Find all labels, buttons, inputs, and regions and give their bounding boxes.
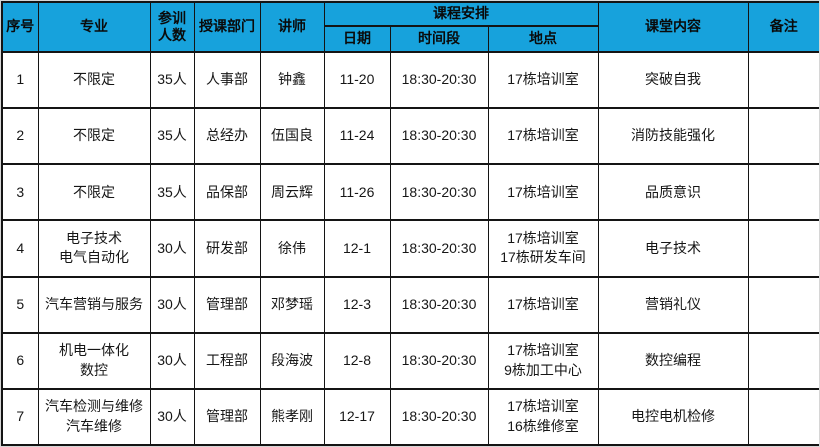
cell-content: 突破自我 xyxy=(597,50,749,110)
cell-major: 电子技术 电气自动化 xyxy=(37,219,151,278)
col-header-date: 日期 xyxy=(323,25,391,53)
col-header-serial: 序号 xyxy=(1,1,39,53)
cell-time: 18:30-20:30 xyxy=(389,163,489,222)
table-row: 5 汽车营销与服务 30人 管理部 邓梦瑶 12-3 18:30-20:30 1… xyxy=(1,275,819,334)
cell-remark xyxy=(747,331,819,390)
col-header-schedule-group: 课程安排 xyxy=(323,1,599,27)
col-header-dept: 授课部门 xyxy=(193,1,261,53)
cell-count: 30人 xyxy=(149,219,195,278)
col-header-content: 课堂内容 xyxy=(597,1,749,53)
cell-major: 汽车检测与维修 汽车维修 xyxy=(37,387,151,446)
cell-time: 18:30-20:30 xyxy=(389,219,489,278)
cell-dept: 工程部 xyxy=(193,331,261,390)
cell-lecturer: 熊孝刚 xyxy=(259,387,325,446)
cell-time: 18:30-20:30 xyxy=(389,107,489,166)
cell-date: 12-1 xyxy=(323,219,391,278)
cell-major: 机电一体化 数控 xyxy=(37,331,151,390)
cell-location: 17栋培训室 17栋研发车间 xyxy=(487,219,599,278)
cell-serial: 4 xyxy=(1,219,39,278)
cell-serial: 1 xyxy=(1,50,39,110)
cell-content: 电子技术 xyxy=(597,219,749,278)
cell-lecturer: 徐伟 xyxy=(259,219,325,278)
cell-dept: 研发部 xyxy=(193,219,261,278)
cell-time: 18:30-20:30 xyxy=(389,275,489,334)
col-header-remark: 备注 xyxy=(747,1,819,53)
table-row: 3 不限定 35人 品保部 周云辉 11-26 18:30-20:30 17栋培… xyxy=(1,163,819,222)
cell-remark xyxy=(747,163,819,222)
cell-major: 不限定 xyxy=(37,163,151,222)
cell-content: 消防技能强化 xyxy=(597,107,749,166)
cell-serial: 3 xyxy=(1,163,39,222)
cell-count: 35人 xyxy=(149,50,195,110)
cell-lecturer: 伍国良 xyxy=(259,107,325,166)
cell-dept: 人事部 xyxy=(193,50,261,110)
cell-serial: 7 xyxy=(1,387,39,446)
cell-location: 17栋培训室 xyxy=(487,50,599,110)
cell-dept: 管理部 xyxy=(193,275,261,334)
table-header: 序号 专业 参训人数 授课部门 讲师 课程安排 课堂内容 备注 日期 时间段 地… xyxy=(1,1,819,53)
cell-remark xyxy=(747,387,819,446)
cell-serial: 2 xyxy=(1,107,39,166)
cell-serial: 5 xyxy=(1,275,39,334)
col-header-time: 时间段 xyxy=(389,25,489,53)
cell-date: 12-8 xyxy=(323,331,391,390)
cell-date: 12-3 xyxy=(323,275,391,334)
cell-lecturer: 邓梦瑶 xyxy=(259,275,325,334)
cell-lecturer: 周云辉 xyxy=(259,163,325,222)
table-row: 1 不限定 35人 人事部 钟鑫 11-20 18:30-20:30 17栋培训… xyxy=(1,50,819,110)
cell-lecturer: 段海波 xyxy=(259,331,325,390)
cell-time: 18:30-20:30 xyxy=(389,50,489,110)
cell-location: 17栋培训室 xyxy=(487,163,599,222)
cell-remark xyxy=(747,107,819,166)
cell-location: 17栋培训室 xyxy=(487,107,599,166)
cell-count: 30人 xyxy=(149,387,195,446)
col-header-lecturer: 讲师 xyxy=(259,1,325,53)
col-header-count: 参训人数 xyxy=(149,1,195,53)
col-header-major: 专业 xyxy=(37,1,151,53)
cell-location: 17栋培训室 xyxy=(487,275,599,334)
cell-date: 11-26 xyxy=(323,163,391,222)
cell-content: 数控编程 xyxy=(597,331,749,390)
cell-major: 不限定 xyxy=(37,50,151,110)
cell-remark xyxy=(747,219,819,278)
table-row: 6 机电一体化 数控 30人 工程部 段海波 12-8 18:30-20:30 … xyxy=(1,331,819,390)
cell-count: 35人 xyxy=(149,163,195,222)
cell-remark xyxy=(747,50,819,110)
cell-location: 17栋培训室 16栋维修室 xyxy=(487,387,599,446)
cell-location: 17栋培训室 9栋加工中心 xyxy=(487,331,599,390)
cell-count: 35人 xyxy=(149,107,195,166)
cell-dept: 管理部 xyxy=(193,387,261,446)
table-row: 2 不限定 35人 总经办 伍国良 11-24 18:30-20:30 17栋培… xyxy=(1,107,819,166)
cell-content: 营销礼仪 xyxy=(597,275,749,334)
cell-major: 汽车营销与服务 xyxy=(37,275,151,334)
cell-time: 18:30-20:30 xyxy=(389,331,489,390)
table-row: 7 汽车检测与维修 汽车维修 30人 管理部 熊孝刚 12-17 18:30-2… xyxy=(1,387,819,446)
cell-major: 不限定 xyxy=(37,107,151,166)
cell-date: 11-20 xyxy=(323,50,391,110)
cell-date: 11-24 xyxy=(323,107,391,166)
cell-lecturer: 钟鑫 xyxy=(259,50,325,110)
cell-count: 30人 xyxy=(149,275,195,334)
col-header-location: 地点 xyxy=(487,25,599,53)
cell-serial: 6 xyxy=(1,331,39,390)
cell-time: 18:30-20:30 xyxy=(389,387,489,446)
cell-dept: 总经办 xyxy=(193,107,261,166)
table-body: 1 不限定 35人 人事部 钟鑫 11-20 18:30-20:30 17栋培训… xyxy=(1,50,819,446)
cell-content: 品质意识 xyxy=(597,163,749,222)
cell-content: 电控电机检修 xyxy=(597,387,749,446)
table-row: 4 电子技术 电气自动化 30人 研发部 徐伟 12-1 18:30-20:30… xyxy=(1,219,819,278)
cell-dept: 品保部 xyxy=(193,163,261,222)
cell-date: 12-17 xyxy=(323,387,391,446)
cell-count: 30人 xyxy=(149,331,195,390)
cell-remark xyxy=(747,275,819,334)
